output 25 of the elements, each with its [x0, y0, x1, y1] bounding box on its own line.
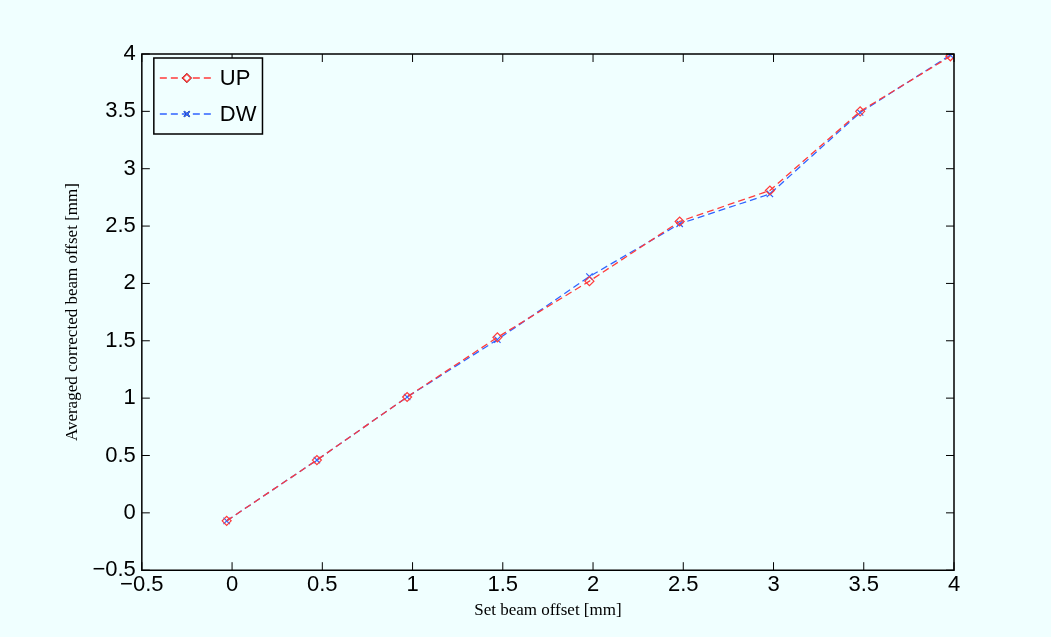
- point: [764, 185, 776, 196]
- point: [766, 190, 774, 198]
- x-tick-label: 1.5: [487, 571, 519, 597]
- x-tick-label: 0: [225, 571, 239, 597]
- y-tick-label: 1.5: [105, 326, 136, 352]
- y-tick-label: 0.5: [105, 441, 136, 467]
- legend-label: DW: [219, 101, 257, 127]
- x-tick-label: 4: [947, 571, 961, 597]
- y-tick-label: 3: [123, 154, 136, 180]
- y-tick-label: 3.5: [105, 97, 136, 123]
- x-tick-label: 0.5: [307, 571, 338, 597]
- point: [584, 276, 595, 287]
- y-tick-label: 2: [123, 269, 136, 295]
- x-tick-label: 1: [406, 571, 419, 597]
- y-axis-title: Averaged corrected beam offset [mm]: [61, 183, 81, 442]
- x-tick-label: 2.5: [667, 571, 699, 597]
- x-tick-label: 2: [586, 571, 600, 597]
- x-tick-label: 3: [767, 571, 780, 597]
- y-tick-label: 0: [123, 498, 136, 524]
- y-tick-label: 4: [123, 40, 136, 66]
- y-tick-label: 1: [123, 384, 136, 410]
- x-axis-title: Set beam offset [mm]: [474, 600, 622, 620]
- legend-label: UP: [219, 65, 251, 91]
- y-tick-label: 2.5: [105, 212, 136, 238]
- x-tick-label: 3.5: [848, 571, 880, 597]
